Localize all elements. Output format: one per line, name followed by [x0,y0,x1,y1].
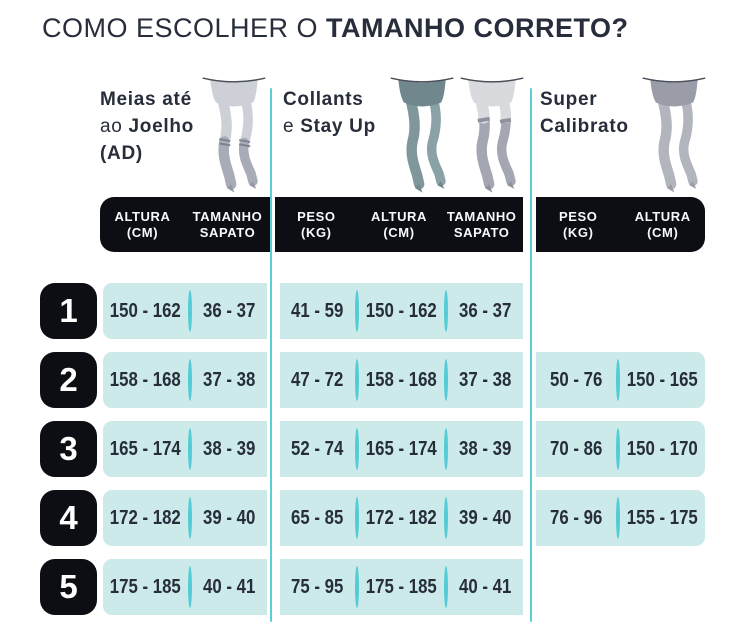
cell-divider [355,566,360,608]
table-row-cell-collants: 75 - 95 175 - 185 40 - 41 [280,559,523,615]
section2-line2: e Stay Up [283,116,376,137]
column-header: ALTURA (CM) [370,208,428,240]
column-header-bar-meias: ALTURA (CM) TAMANHO SAPATO [100,197,270,252]
legs-knee-high-socks-illustration [202,77,266,193]
section3-line1: Super [540,89,598,110]
cell-divider [616,428,621,470]
cell-divider [443,566,448,608]
cell-divider [616,359,621,401]
section3-line2: Calibrato [540,116,629,137]
page-title: COMO ESCOLHER O TAMANHO CORRETO? [42,13,629,44]
cell-divider [187,428,192,470]
cell-divider [443,290,448,332]
page-title-regular: COMO ESCOLHER O [42,13,327,43]
table-row-cell-meias: 158 - 168 37 - 38 [103,352,267,408]
column-header: PESO (KG) [558,208,598,240]
cell-divider [187,566,192,608]
cell-divider [443,428,448,470]
legs-super-calibrato-illustration [642,77,706,193]
cell-divider [355,428,360,470]
table-row-cell-collants: 41 - 59 150 - 162 36 - 37 [280,283,523,339]
section-title-collants: Collants e Stay Up [283,86,376,140]
column-header: TAMANHO SAPATO [192,208,263,240]
legs-collants-illustration [390,77,454,193]
cell-divider [187,497,192,539]
cell-divider [355,497,360,539]
page-title-bold: TAMANHO CORRETO? [326,13,629,43]
section1-line2: ao Joelho [100,116,194,137]
table-row-cell-meias: 175 - 185 40 - 41 [103,559,267,615]
cell-divider [443,497,448,539]
cell-divider [355,290,360,332]
section1-line3: (AD) [100,143,143,164]
section2-line1: Collants [283,89,364,110]
table-row-cell-super-calibrato: 70 - 86 150 - 170 [536,421,705,477]
table-row-cell-collants: 47 - 72 158 - 168 37 - 38 [280,352,523,408]
column-header: ALTURA (CM) [634,208,691,240]
table-row-cell-meias: 172 - 182 39 - 40 [103,490,267,546]
column-header: PESO (KG) [297,208,336,240]
table-row-cell-collants: 52 - 74 165 - 174 38 - 39 [280,421,523,477]
table-row-cell-super-calibrato: 50 - 76 150 - 165 [536,352,705,408]
size-number-badge: 5 [40,559,97,615]
column-header-bar-collants: PESO (KG) ALTURA (CM) TAMANHO SAPATO [275,197,523,252]
cell-divider [187,290,192,332]
size-number-badge: 4 [40,490,97,546]
column-header-bar-super-calibrato: PESO (KG) ALTURA (CM) [536,197,705,252]
section-separator-2 [530,88,532,622]
cell-divider [187,359,192,401]
column-header: TAMANHO SAPATO [446,208,517,240]
cell-divider [616,497,621,539]
section-separator-1 [270,88,272,622]
section1-line1: Meias até [100,89,192,110]
cell-divider [443,359,448,401]
size-number-badge: 2 [40,352,97,408]
section-title-super-calibrato: Super Calibrato [540,86,629,140]
section-title-meias: Meias até ao Joelho (AD) [100,86,194,167]
size-number-badge: 3 [40,421,97,477]
cell-divider [355,359,360,401]
table-row-cell-meias: 150 - 162 36 - 37 [103,283,267,339]
table-row-cell-super-calibrato: 76 - 96 155 - 175 [536,490,705,546]
size-number-badge: 1 [40,283,97,339]
column-header: ALTURA (CM) [114,208,171,240]
table-row-cell-meias: 165 - 174 38 - 39 [103,421,267,477]
table-row-cell-collants: 65 - 85 172 - 182 39 - 40 [280,490,523,546]
legs-stay-up-illustration [460,77,524,193]
